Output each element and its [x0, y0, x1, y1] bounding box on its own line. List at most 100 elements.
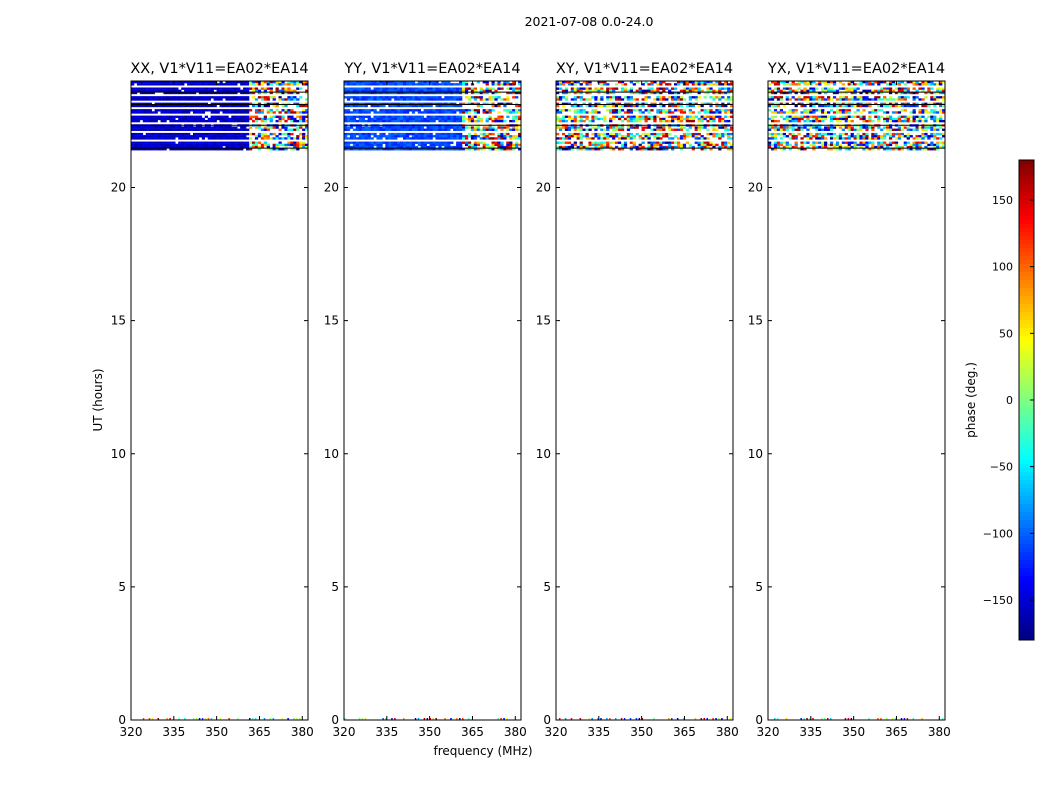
heatmap-cell — [228, 141, 232, 144]
heatmap-cell — [829, 141, 834, 144]
heatmap-cell — [195, 126, 200, 129]
heatmap-cell — [198, 128, 203, 131]
heatmap-cell — [668, 137, 672, 140]
heatmap-cell — [685, 89, 690, 93]
heatmap-cell — [388, 115, 392, 118]
heatmap-cell — [225, 111, 229, 114]
heatmap-cell — [284, 104, 288, 108]
heatmap-cell — [936, 119, 940, 123]
heatmap-cell — [435, 137, 439, 140]
heatmap-cell — [491, 104, 495, 108]
heatmap-cell — [234, 81, 238, 84]
heatmap-cell — [515, 137, 519, 140]
colorbar-segment — [1019, 200, 1034, 205]
heatmap-cell — [644, 109, 648, 112]
heatmap-cell — [142, 119, 147, 123]
heatmap-cell — [591, 126, 595, 129]
heatmap-cell — [367, 87, 371, 90]
heatmap-cell — [400, 104, 404, 108]
heatmap-cell — [939, 104, 943, 108]
heatmap-cell — [685, 135, 690, 138]
heatmap-cell — [794, 141, 798, 144]
heatmap-cell — [178, 111, 182, 114]
heatmap-cell — [243, 135, 247, 138]
heatmap-cell — [181, 115, 185, 118]
heatmap-cell — [397, 96, 401, 99]
colorbar-segment — [1019, 524, 1034, 529]
heatmap-cell — [626, 98, 631, 101]
heatmap-cell — [269, 89, 273, 93]
heatmap-cell — [939, 137, 943, 140]
heatmap-cell — [222, 104, 226, 108]
heatmap-cell — [160, 81, 164, 84]
heatmap-cell — [305, 83, 309, 86]
heatmap-cell — [444, 135, 448, 138]
heatmap-cell — [160, 135, 164, 138]
heatmap-cell — [136, 135, 141, 138]
heatmap-cell — [497, 132, 501, 136]
heatmap-cell — [715, 91, 719, 95]
heatmap-cell — [865, 81, 869, 84]
heatmap-cell — [685, 87, 690, 90]
heatmap-cell — [927, 89, 931, 93]
heatmap-cell — [429, 98, 433, 101]
heatmap-cell — [679, 117, 684, 121]
heatmap-cell — [151, 104, 155, 108]
heatmap-cell — [470, 115, 475, 118]
heatmap-cell — [886, 98, 890, 101]
heatmap-cell — [617, 104, 622, 108]
heatmap-cell — [435, 98, 439, 101]
heatmap-cell — [367, 128, 371, 131]
heatmap-cell — [676, 128, 681, 131]
heatmap-cell — [254, 115, 259, 118]
heatmap-cell — [674, 145, 678, 149]
heatmap-cell — [435, 89, 439, 93]
heatmap-cell — [216, 89, 220, 93]
heatmap-cell — [382, 91, 386, 95]
heatmap-cell — [638, 111, 642, 114]
heatmap-cell — [515, 115, 519, 118]
heatmap-cell — [597, 91, 601, 95]
heatmap-cell — [850, 128, 854, 131]
heatmap-cell — [665, 141, 669, 144]
heatmap-cell — [491, 87, 495, 90]
heatmap-cell — [724, 119, 728, 123]
heatmap-cell — [467, 143, 472, 147]
heatmap-cell — [785, 83, 789, 86]
heatmap-cell — [776, 98, 781, 101]
heatmap-cell — [788, 115, 792, 118]
heatmap-cell — [821, 143, 825, 147]
heatmap-cell — [597, 104, 601, 108]
heatmap-cell — [237, 81, 241, 84]
heatmap-cell — [216, 143, 220, 147]
heatmap-cell — [894, 145, 899, 149]
heatmap-cell — [272, 148, 276, 151]
heatmap-cell — [561, 109, 566, 112]
heatmap-cell — [718, 126, 722, 129]
heatmap-cell — [773, 104, 778, 108]
heatmap-cell — [512, 119, 516, 123]
heatmap-cell — [933, 137, 937, 140]
heatmap-cell — [142, 111, 147, 114]
heatmap-cell — [426, 102, 430, 105]
heatmap-cell — [721, 132, 725, 136]
heatmap-cell — [429, 128, 433, 131]
heatmap-cell — [467, 115, 472, 118]
heatmap-cell — [635, 132, 639, 136]
heatmap-cell — [715, 102, 719, 105]
heatmap-cell — [231, 137, 235, 140]
heatmap-cell — [933, 148, 937, 151]
heatmap-cell — [376, 148, 380, 151]
heatmap-cell — [467, 718, 470, 720]
heatmap-cell — [344, 104, 348, 108]
heatmap-cell — [812, 718, 814, 720]
heatmap-cell — [379, 104, 383, 108]
heatmap-cell — [482, 135, 486, 138]
heatmap-cell — [254, 104, 259, 108]
heatmap-cell — [700, 137, 704, 140]
heatmap-cell — [453, 109, 457, 112]
heatmap-cell — [579, 132, 583, 136]
heatmap-cell — [269, 91, 273, 95]
heatmap-cell — [927, 137, 931, 140]
heatmap-cell — [791, 126, 795, 129]
